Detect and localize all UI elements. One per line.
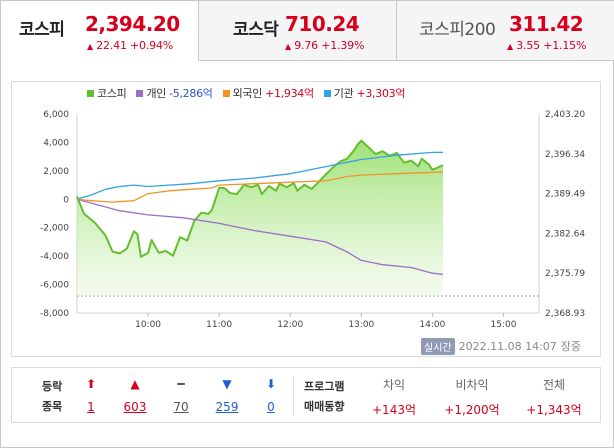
left-tick-label: 2,000 [43, 167, 69, 177]
series-line-2 [76, 171, 444, 203]
tab-kosdaq-change: ▲ 9.76 +1.39% [285, 39, 365, 52]
flat-dash-icon: ━ [177, 377, 185, 391]
breadth-upper-limit: ⬆ 1 [76, 376, 106, 414]
right-tick-label: 2,396.34 [545, 150, 585, 160]
left-tick-label: 0 [63, 195, 69, 205]
tab-kospi200-price: 311.42 [509, 12, 584, 36]
tab-kospi-price: 2,394.20 [85, 12, 180, 36]
tab-kospi-name: 코스피 [19, 20, 65, 40]
left-tick-label: 4,000 [43, 138, 69, 148]
right-tick-label: 2,403.20 [545, 110, 585, 120]
x-tick-label: 13:00 [348, 320, 374, 330]
program-total: 전체 +1,343억 [526, 378, 582, 417]
series-line-3 [76, 151, 444, 200]
intraday-chart: 6,000 4,000 2,000 0 -2,000 -4,000 -6,000 -8,000… [40, 110, 585, 330]
lower-limit-count-link[interactable]: 0 [267, 400, 275, 414]
right-tick-label: 2,382.64 [545, 229, 585, 239]
breadth-flat: ━ 70 [166, 376, 196, 414]
kospi-area-fill [77, 140, 443, 296]
legend-item-foreign[interactable]: 외국인 +1,934억 [222, 85, 314, 101]
program-arbitrage: 차익 +143억 [372, 378, 416, 417]
divider [293, 376, 294, 416]
rise-triangle-icon: ▲ [130, 377, 140, 391]
up-triangle-icon: ▲ [507, 42, 513, 51]
legend-swatch [222, 89, 230, 97]
tab-kosdaq-name: 코스닥 [233, 20, 279, 40]
x-tick-label: 15:00 [490, 320, 516, 330]
tab-kospi[interactable]: 코스피 2,394.20 ▲ 22.41 +0.94% [1, 1, 199, 61]
upper-limit-count-link[interactable]: 1 [87, 400, 95, 414]
x-tick-label: 12:00 [277, 320, 303, 330]
up-triangle-icon: ▲ [285, 42, 291, 51]
right-tick-label: 2,389.49 [545, 190, 585, 200]
time-bar: 실시간 2022.11.08 14:07 장중 [421, 337, 582, 355]
market-status: 장중 [560, 340, 582, 353]
legend-item-institution[interactable]: 기관 +3,303억 [323, 85, 405, 101]
x-tick-label: 11:00 [206, 320, 232, 330]
program-label-bottom: 매매동향 [304, 400, 345, 413]
x-tick-label: 14:00 [419, 320, 445, 330]
market-breadth-panel: 등락 종목 ⬆ 1 ▲ 603 ━ 70 ▼ 259 ⬇ 0 프로그램 매매동향… [11, 367, 601, 423]
breadth-label-top: 등락 [42, 380, 63, 393]
left-tick-label: -6,000 [40, 281, 69, 291]
right-tick-label: 2,375.79 [545, 269, 585, 279]
left-tick-label: -2,000 [40, 224, 69, 234]
left-tick-label: -8,000 [40, 309, 69, 319]
tab-kosdaq[interactable]: 코스닥 710.24 ▲ 9.76 +1.39% [199, 1, 397, 61]
program-label-top: 프로그램 [304, 380, 345, 393]
right-tick-label: 2,368.93 [545, 309, 585, 319]
timestamp: 2022.11.08 14:07 [458, 339, 557, 353]
flat-count-link[interactable]: 70 [173, 400, 189, 414]
program-non-arbitrage: 비차익 +1,200억 [444, 378, 500, 417]
series-line-1 [76, 198, 444, 276]
breadth-fall: ▼ 259 [212, 376, 242, 414]
lower-limit-arrow-icon: ⬇ [265, 377, 277, 391]
tab-kosdaq-price: 710.24 [285, 12, 360, 36]
legend-swatch [323, 89, 331, 97]
left-tick-label: -4,000 [40, 252, 69, 262]
realtime-badge[interactable]: 실시간 [421, 337, 455, 355]
legend-swatch [136, 89, 144, 97]
tab-kospi200[interactable]: 코스피200 311.42 ▲ 3.55 +1.15% [397, 1, 614, 61]
breadth-lower-limit: ⬇ 0 [256, 376, 286, 414]
index-tabs: 코스피 2,394.20 ▲ 22.41 +0.94% 코스닥 710.24 ▲… [1, 1, 614, 61]
series-line-0 [76, 139, 444, 258]
legend-item-individual[interactable]: 개인 -5,286억 [136, 85, 213, 101]
breadth-rise: ▲ 603 [120, 376, 150, 414]
breadth-label-bottom: 종목 [42, 400, 63, 413]
fall-triangle-icon: ▼ [222, 377, 232, 391]
legend-item-kospi[interactable]: 코스피 [87, 85, 127, 101]
fall-count-link[interactable]: 259 [215, 400, 239, 414]
legend-swatch [87, 89, 94, 97]
upper-limit-arrow-icon: ⬆ [85, 377, 97, 391]
x-tick-label: 10:00 [135, 320, 161, 330]
rise-count-link[interactable]: 603 [123, 400, 147, 414]
chart-legend: 코스피 개인 -5,286억 외국인 +1,934억 기관 +3,303억 [87, 85, 405, 101]
up-triangle-icon: ▲ [87, 42, 93, 51]
tab-kospi200-change: ▲ 3.55 +1.15% [507, 39, 587, 52]
tab-kospi-change: ▲ 22.41 +0.94% [87, 39, 173, 52]
left-tick-label: 6,000 [43, 110, 69, 120]
tab-kospi200-name: 코스피200 [419, 20, 496, 40]
